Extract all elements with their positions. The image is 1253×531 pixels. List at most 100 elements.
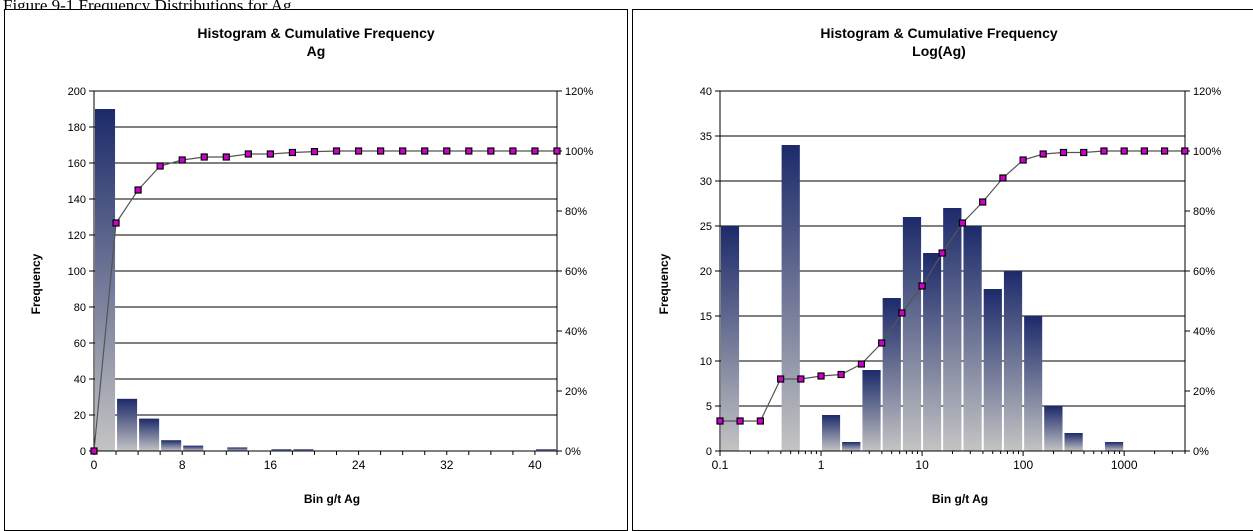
cumulative-marker xyxy=(1019,156,1027,164)
y2-tick-label: 120% xyxy=(565,86,593,98)
y-tick-label: 180 xyxy=(68,122,86,134)
histogram-bar xyxy=(535,449,556,451)
cumulative-marker xyxy=(531,147,539,155)
y-tick-label: 100 xyxy=(68,266,86,278)
chart-title: Histogram & Cumulative Frequency xyxy=(197,25,434,41)
x-tick-label: 0.1 xyxy=(712,458,729,472)
histogram-bar xyxy=(1104,442,1124,451)
cumulative-marker xyxy=(797,375,805,383)
y-tick-label: 80 xyxy=(74,302,86,314)
histogram-bar xyxy=(963,226,982,451)
histogram-bar xyxy=(923,253,942,451)
histogram-bar xyxy=(902,217,922,451)
x-tick-label: 100 xyxy=(1013,458,1033,472)
cumulative-marker xyxy=(465,147,473,155)
y-tick-label: 0 xyxy=(706,446,712,458)
x-tick-label: 8 xyxy=(179,458,186,472)
histogram-bar xyxy=(983,289,1002,451)
histogram-bar xyxy=(183,445,204,451)
histogram-bar xyxy=(822,415,841,451)
y-tick-label: 20 xyxy=(74,410,86,422)
x-axis-label: Bin g/t Ag xyxy=(932,492,988,506)
histogram-bar xyxy=(161,440,182,451)
cumulative-marker xyxy=(200,153,208,161)
x-tick-label: 32 xyxy=(440,458,454,472)
cumulative-marker xyxy=(817,372,825,380)
chart-ag: Histogram & Cumulative Frequency Ag Freq… xyxy=(29,25,593,506)
x-tick-label: 0 xyxy=(91,458,98,472)
y2-tick-label: 40% xyxy=(1193,326,1215,338)
histogram-bar xyxy=(1003,271,1023,451)
y2-tick-label: 120% xyxy=(1193,86,1221,98)
y-tick-label: 15 xyxy=(700,311,712,323)
histogram-bar xyxy=(1024,316,1043,451)
y-tick-label: 0 xyxy=(80,446,86,458)
x-tick-label: 1 xyxy=(818,458,825,472)
y2-tick-label: 100% xyxy=(565,146,593,158)
chart-panel-log-ag: Histogram & Cumulative Frequency Log(Ag)… xyxy=(632,9,1253,531)
y-axis-label: Frequency xyxy=(657,253,671,314)
cumulative-marker xyxy=(509,147,517,155)
cumulative-marker xyxy=(134,186,142,194)
cumulative-marker xyxy=(1160,147,1169,155)
cumulative-marker xyxy=(244,150,252,158)
cumulative-line xyxy=(93,150,557,452)
histogram-bar xyxy=(1064,433,1083,451)
y2-tick-label: 60% xyxy=(565,266,587,278)
x-tick-label: 16 xyxy=(264,458,278,472)
y-tick-label: 40 xyxy=(700,86,712,98)
histogram-bar xyxy=(139,418,160,451)
cumulative-marker xyxy=(736,417,744,425)
cumulative-marker xyxy=(288,148,297,157)
cumulative-marker xyxy=(857,360,866,368)
chart-subtitle: Log(Ag) xyxy=(912,43,966,59)
cumulative-marker xyxy=(999,174,1007,182)
histogram-bar xyxy=(95,109,116,451)
cumulative-marker xyxy=(777,375,785,383)
cumulative-marker xyxy=(898,309,906,317)
cumulative-marker xyxy=(266,150,274,158)
cumulative-marker xyxy=(979,198,987,206)
cumulative-marker xyxy=(310,148,319,156)
cumulative-marker xyxy=(958,219,967,227)
cumulative-marker xyxy=(1100,147,1108,155)
y-tick-label: 120 xyxy=(68,230,86,242)
y2-tick-label: 80% xyxy=(1193,206,1215,218)
y-tick-label: 160 xyxy=(68,158,86,170)
histogram-bar xyxy=(862,370,881,451)
y2-tick-label: 60% xyxy=(1193,266,1215,278)
y-tick-label: 5 xyxy=(706,401,712,413)
histogram-bar xyxy=(842,442,861,451)
y-tick-label: 30 xyxy=(700,176,712,188)
y-axis-label: Frequency xyxy=(29,253,43,314)
cumulative-marker xyxy=(716,417,724,425)
y2-tick-label: 40% xyxy=(565,326,587,338)
chart-log-ag: Histogram & Cumulative Frequency Log(Ag)… xyxy=(657,25,1221,506)
cumulative-marker xyxy=(553,147,561,155)
cumulative-marker xyxy=(1039,150,1047,158)
chart-title: Histogram & Cumulative Frequency xyxy=(820,25,1057,41)
y2-tick-label: 0% xyxy=(565,446,581,458)
x-tick-label: 40 xyxy=(528,458,542,472)
cumulative-marker xyxy=(1059,148,1068,157)
x-axis-label: Bin g/t Ag xyxy=(304,492,360,506)
cumulative-marker xyxy=(918,282,926,290)
cumulative-marker xyxy=(112,219,120,227)
y-tick-label: 60 xyxy=(74,338,86,350)
histogram-bar xyxy=(1044,406,1063,451)
histogram-bar xyxy=(117,398,138,451)
y-tick-label: 25 xyxy=(700,221,712,233)
x-tick-label: 1000 xyxy=(1111,458,1138,472)
cumulative-marker xyxy=(354,147,363,155)
cumulative-marker xyxy=(332,147,341,155)
cumulative-marker xyxy=(1140,147,1148,155)
histogram-bar xyxy=(781,145,800,451)
cumulative-marker xyxy=(377,147,385,155)
cumulative-marker xyxy=(178,156,186,164)
x-tick-label: 10 xyxy=(915,458,929,472)
y-tick-label: 35 xyxy=(700,131,712,143)
cumulative-marker xyxy=(756,417,764,425)
cumulative-marker xyxy=(443,147,451,155)
cumulative-marker xyxy=(1181,147,1189,155)
histogram-bar xyxy=(293,449,314,451)
